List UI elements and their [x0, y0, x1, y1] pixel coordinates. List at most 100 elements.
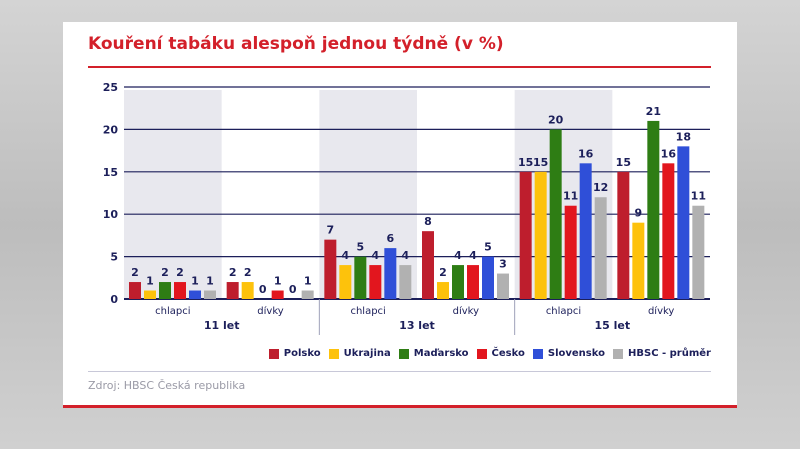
- bar-hbsc-pr-m-r: [301, 290, 314, 299]
- bar-ukrajina: [144, 290, 156, 299]
- bar-hbsc-pr-m-r: [204, 290, 216, 299]
- data-label: 18: [676, 130, 691, 143]
- legend-label: Slovensko: [547, 348, 605, 359]
- bar-slovensko: [189, 290, 201, 299]
- data-label: 21: [646, 105, 661, 118]
- legend-swatch: [398, 348, 409, 359]
- bar--esko: [271, 290, 284, 299]
- x-group-label: 15 let: [595, 319, 631, 332]
- data-label: 4: [469, 249, 477, 262]
- bar-ukrajina: [241, 282, 254, 299]
- data-label: 2: [131, 266, 139, 279]
- legend-label: Maďarsko: [413, 348, 469, 359]
- legend-item: Polsko: [268, 348, 321, 359]
- bottom-accent-line: [63, 405, 737, 408]
- data-label: 4: [372, 249, 380, 262]
- data-label: 11: [563, 190, 578, 203]
- bar-slovensko: [384, 248, 397, 299]
- y-tick-label: 0: [110, 293, 118, 306]
- bar--esko: [467, 265, 479, 299]
- data-label: 0: [289, 283, 297, 296]
- data-label: 2: [439, 266, 447, 279]
- x-sublabel: chlapci: [546, 306, 581, 317]
- legend-item: Slovensko: [532, 348, 605, 359]
- bar-slovensko: [677, 146, 690, 299]
- y-tick-label: 10: [103, 208, 119, 221]
- data-label: 4: [342, 249, 350, 262]
- bar-ma-arsko: [452, 265, 464, 299]
- data-label: 5: [484, 241, 492, 254]
- legend-label: Polsko: [283, 348, 321, 359]
- data-label: 1: [206, 275, 214, 288]
- data-label: 9: [635, 207, 643, 220]
- bar-hbsc-pr-m-r: [497, 273, 509, 299]
- legend-item: Ukrajina: [328, 348, 391, 359]
- footer-divider: [88, 371, 711, 372]
- legend: Polsko Ukrajina Maďarsko Česko Slovensko HBSC…: [268, 348, 711, 359]
- bar-ma-arsko: [354, 256, 367, 299]
- legend-label: HBSC - průměr: [628, 348, 711, 359]
- data-label: 0: [259, 283, 267, 296]
- source-note: Zdroj: HBSC Česká republika: [88, 379, 246, 392]
- bar-polsko: [226, 282, 239, 299]
- data-label: 1: [191, 275, 199, 288]
- bar-polsko: [324, 239, 337, 299]
- group-band: [124, 90, 222, 299]
- y-tick-label: 15: [103, 166, 118, 179]
- x-group-label: 11 let: [204, 319, 240, 332]
- x-group-label: 13 let: [399, 319, 435, 332]
- bar-polsko: [422, 231, 434, 299]
- data-label: 15: [518, 156, 533, 169]
- bar-ukrajina: [437, 282, 449, 299]
- data-label: 16: [661, 147, 677, 160]
- legend-swatch: [328, 348, 339, 359]
- bar-polsko: [129, 282, 141, 299]
- legend-item: HBSC - průměr: [613, 348, 711, 359]
- x-sublabel: dívky: [257, 305, 283, 317]
- bar-ukrajina: [632, 222, 645, 299]
- data-label: 1: [146, 275, 154, 288]
- bar-ukrajina: [534, 171, 547, 299]
- bar--esko: [174, 282, 186, 299]
- legend-label: Česko: [491, 348, 525, 359]
- bar-hbsc-pr-m-r: [399, 265, 412, 299]
- bar--esko: [662, 163, 675, 299]
- data-label: 8: [424, 215, 432, 228]
- data-label: 15: [533, 156, 548, 169]
- x-sublabel: dívky: [453, 305, 479, 317]
- data-label: 4: [454, 249, 462, 262]
- data-label: 4: [402, 249, 410, 262]
- data-label: 5: [357, 241, 365, 254]
- x-sublabel: chlapci: [155, 306, 190, 317]
- legend-swatch: [532, 348, 543, 359]
- data-label: 16: [578, 147, 594, 160]
- legend-swatch: [476, 348, 487, 359]
- data-label: 2: [161, 266, 169, 279]
- legend-item: Česko: [476, 348, 525, 359]
- data-label: 12: [593, 181, 608, 194]
- data-label: 15: [616, 156, 631, 169]
- data-label: 2: [229, 266, 237, 279]
- data-label: 3: [499, 258, 507, 271]
- legend-item: Maďarsko: [398, 348, 469, 359]
- data-label: 2: [176, 266, 184, 279]
- legend-label: Ukrajina: [343, 348, 391, 359]
- bar-slovensko: [482, 256, 494, 299]
- legend-swatch: [613, 348, 623, 359]
- x-sublabel: chlapci: [350, 306, 385, 317]
- bar-slovensko: [579, 163, 592, 299]
- data-label: 2: [244, 266, 252, 279]
- bar-polsko: [519, 171, 532, 299]
- bar-hbsc-pr-m-r: [594, 197, 607, 299]
- data-label: 1: [274, 275, 282, 288]
- bar--esko: [564, 205, 577, 299]
- data-label: 1: [304, 275, 312, 288]
- title-divider: [88, 66, 711, 68]
- data-label: 11: [691, 190, 706, 203]
- chart-card: Kouření tabáku alespoň jednou týdně (v %…: [63, 22, 737, 408]
- bar-ma-arsko: [549, 129, 562, 299]
- data-label: 7: [327, 224, 335, 237]
- chart-title: Kouření tabáku alespoň jednou týdně (v %…: [88, 34, 504, 54]
- data-label: 6: [387, 232, 395, 245]
